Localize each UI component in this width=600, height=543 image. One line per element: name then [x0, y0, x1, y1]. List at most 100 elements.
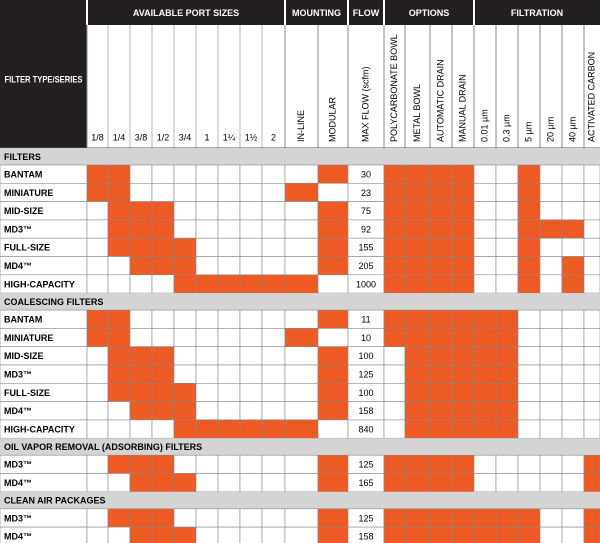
filled-cell	[517, 274, 541, 294]
section-title: COALESCING FILTERS	[4, 297, 103, 307]
cell	[583, 328, 600, 347]
column-label: 1½	[245, 132, 258, 142]
row-label: MD4™	[4, 532, 32, 542]
filled-cell	[517, 201, 541, 221]
filled-cell	[429, 419, 453, 439]
cell	[539, 237, 563, 257]
filled-cell	[383, 526, 406, 543]
cell	[86, 364, 109, 384]
cell	[383, 419, 406, 439]
row-label-title: FILTER TYPE/SERIES	[5, 74, 83, 84]
filled-cell	[239, 419, 263, 439]
filled-cell	[517, 164, 541, 184]
cell	[561, 346, 585, 366]
cell	[239, 201, 263, 221]
cell	[217, 401, 241, 421]
filled-cell	[451, 382, 475, 402]
cell	[173, 328, 197, 347]
cell	[583, 274, 600, 294]
filled-cell	[451, 328, 475, 347]
section-bg	[0, 491, 600, 509]
cell	[539, 473, 563, 493]
cell	[173, 219, 197, 239]
filled-cell	[129, 256, 153, 276]
header-bg	[0, 0, 600, 25]
flow-value: 100	[358, 388, 373, 398]
filled-cell	[284, 419, 319, 439]
cell	[86, 419, 109, 439]
filled-cell	[429, 328, 453, 347]
cell	[261, 219, 286, 239]
cell	[284, 237, 319, 257]
cell	[495, 237, 519, 257]
cell	[583, 219, 600, 239]
filled-cell	[317, 526, 349, 543]
cell	[86, 382, 109, 402]
filled-cell	[317, 164, 349, 184]
cell	[217, 256, 241, 276]
filled-cell	[451, 256, 475, 276]
filled-cell	[107, 309, 131, 329]
cell	[539, 183, 563, 202]
cell	[539, 346, 563, 366]
filled-cell	[151, 526, 175, 543]
filled-cell	[173, 237, 197, 257]
filled-cell	[383, 219, 406, 239]
cell	[284, 401, 319, 421]
filled-cell	[561, 274, 585, 294]
cell	[284, 382, 319, 402]
filled-cell	[451, 309, 475, 329]
cell	[217, 364, 241, 384]
row-label: HIGH-CAPACITY	[4, 279, 75, 289]
section-bg	[0, 293, 600, 311]
filled-cell	[451, 346, 475, 366]
row-label: MD3™	[4, 370, 32, 380]
filled-cell	[473, 382, 497, 402]
cell	[239, 219, 263, 239]
filled-cell	[429, 183, 453, 202]
cell	[195, 364, 219, 384]
filled-cell	[473, 346, 497, 366]
cell	[86, 201, 109, 221]
cell	[561, 328, 585, 347]
cell	[195, 183, 219, 202]
cell	[517, 454, 541, 474]
row-label-header	[0, 0, 87, 148]
cell	[86, 219, 109, 239]
cell	[107, 401, 131, 421]
filled-cell	[404, 382, 431, 402]
filled-cell	[107, 328, 131, 347]
filled-cell	[107, 237, 131, 257]
cell	[539, 256, 563, 276]
filled-cell	[383, 201, 406, 221]
filled-cell	[317, 256, 349, 276]
filled-cell	[317, 508, 349, 528]
column-label: 5 µm	[523, 122, 533, 142]
filled-cell	[473, 364, 497, 384]
filled-cell	[261, 274, 286, 294]
cell	[517, 328, 541, 347]
row-label: BANTAM	[4, 170, 42, 180]
column-label: METAL BOWL	[412, 84, 422, 142]
filled-cell	[495, 526, 519, 543]
column-label: AUTOMATIC DRAIN	[435, 59, 445, 142]
filled-cell	[86, 183, 109, 202]
filled-cell	[561, 219, 585, 239]
filled-cell	[151, 454, 175, 474]
filled-cell	[404, 364, 431, 384]
column-label: 1/4	[113, 132, 126, 142]
cell	[173, 201, 197, 221]
cell	[217, 309, 241, 329]
filled-cell	[284, 328, 319, 347]
filled-cell	[429, 364, 453, 384]
cell	[539, 309, 563, 329]
cell	[261, 508, 286, 528]
filled-cell	[451, 164, 475, 184]
cell	[107, 274, 131, 294]
cell	[173, 309, 197, 329]
filled-cell	[429, 346, 453, 366]
filled-cell	[495, 346, 519, 366]
cell	[583, 382, 600, 402]
cell	[239, 508, 263, 528]
column-label: POLYCARBONATE BOWL	[389, 34, 399, 142]
